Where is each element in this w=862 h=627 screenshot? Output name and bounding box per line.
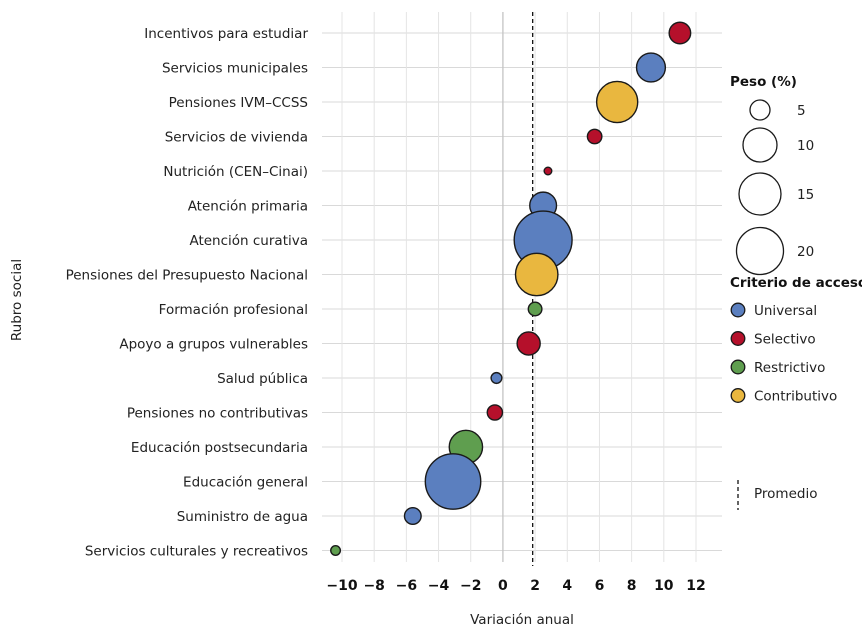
size-legend-circle <box>738 172 782 216</box>
category-labels: Incentivos para estudiar Servicios munici… <box>66 26 309 560</box>
category-label: Servicios municipales <box>162 61 308 77</box>
bubble <box>635 52 667 83</box>
category-label: Nutrición (CEN–Cinai) <box>163 164 308 180</box>
color-legend-label: Contributivo <box>754 389 837 405</box>
category-label: Atención curativa <box>189 233 308 249</box>
bubble <box>490 371 503 385</box>
x-tick-label: −8 <box>363 578 384 594</box>
category-label: Suministro de agua <box>177 509 308 525</box>
x-tick-label: −6 <box>396 578 417 594</box>
bubble <box>330 544 342 557</box>
color-legend-label: Restrictivo <box>754 360 825 376</box>
category-label: Pensiones del Presupuesto Nacional <box>66 268 308 284</box>
y-axis-title: Rubro social <box>9 259 25 341</box>
x-tick-label: 6 <box>595 578 605 594</box>
x-tick-label: 2 <box>530 578 540 594</box>
legend: Peso (%) Criterio de acceso 5 10 15 20 Unive… <box>730 74 862 510</box>
x-tick-label: −4 <box>428 578 450 594</box>
size-legend-label: 10 <box>797 138 814 154</box>
x-tick-label: −10 <box>326 578 357 594</box>
average-legend-label: Promedio <box>754 486 817 502</box>
color-legend-swatch <box>730 331 746 346</box>
x-tick-label: 12 <box>686 578 705 594</box>
category-label: Servicios culturales y recreativos <box>85 544 308 560</box>
x-tick-label: 0 <box>498 578 508 594</box>
category-label: Pensiones no contributivas <box>127 406 308 422</box>
size-legend-circle <box>749 99 771 121</box>
size-legend-circle <box>742 127 778 163</box>
x-tick-label: 10 <box>654 578 674 594</box>
bubble <box>403 506 422 526</box>
size-legend-label: 15 <box>797 187 814 203</box>
x-axis-ticks: −10 −8 −6 −4 −2 0 2 4 6 8 10 12 <box>326 578 705 594</box>
bubble <box>668 21 692 45</box>
x-axis-title: Variación anual <box>470 612 574 627</box>
category-label: Educación postsecundaria <box>131 440 308 456</box>
category-label: Atención primaria <box>188 199 308 215</box>
size-legend-label: 5 <box>797 103 806 119</box>
color-legend-label: Selectivo <box>754 332 816 348</box>
bubbles <box>330 21 692 557</box>
category-label: Educación general <box>183 475 308 491</box>
bubble <box>543 166 553 176</box>
bubble <box>527 301 543 317</box>
color-legend-label: Universal <box>754 303 817 319</box>
color-legend-swatch <box>730 359 746 375</box>
category-label: Pensiones IVM–CCSS <box>169 95 308 111</box>
bubble <box>514 252 559 297</box>
bubble <box>486 404 504 421</box>
color-legend-title: Criterio de acceso <box>730 275 862 291</box>
x-tick-label: −2 <box>460 578 481 594</box>
size-legend-title: Peso (%) <box>730 74 797 90</box>
color-legend-swatch <box>730 388 746 403</box>
x-tick-label: 8 <box>627 578 637 594</box>
size-legend-label: 20 <box>797 244 814 260</box>
bubble <box>516 331 541 356</box>
category-label: Servicios de vivienda <box>165 130 308 146</box>
category-label: Formación profesional <box>159 302 308 318</box>
x-tick-label: 4 <box>562 578 572 594</box>
bubble <box>595 80 639 124</box>
category-label: Incentivos para estudiar <box>144 26 308 42</box>
gridlines <box>322 12 722 562</box>
size-legend-circle <box>735 226 785 276</box>
color-legend-swatch <box>730 302 746 318</box>
category-label: Salud pública <box>217 371 308 387</box>
category-label: Apoyo a grupos vulnerables <box>119 337 308 353</box>
bubble <box>424 453 482 510</box>
bubble <box>586 128 603 145</box>
